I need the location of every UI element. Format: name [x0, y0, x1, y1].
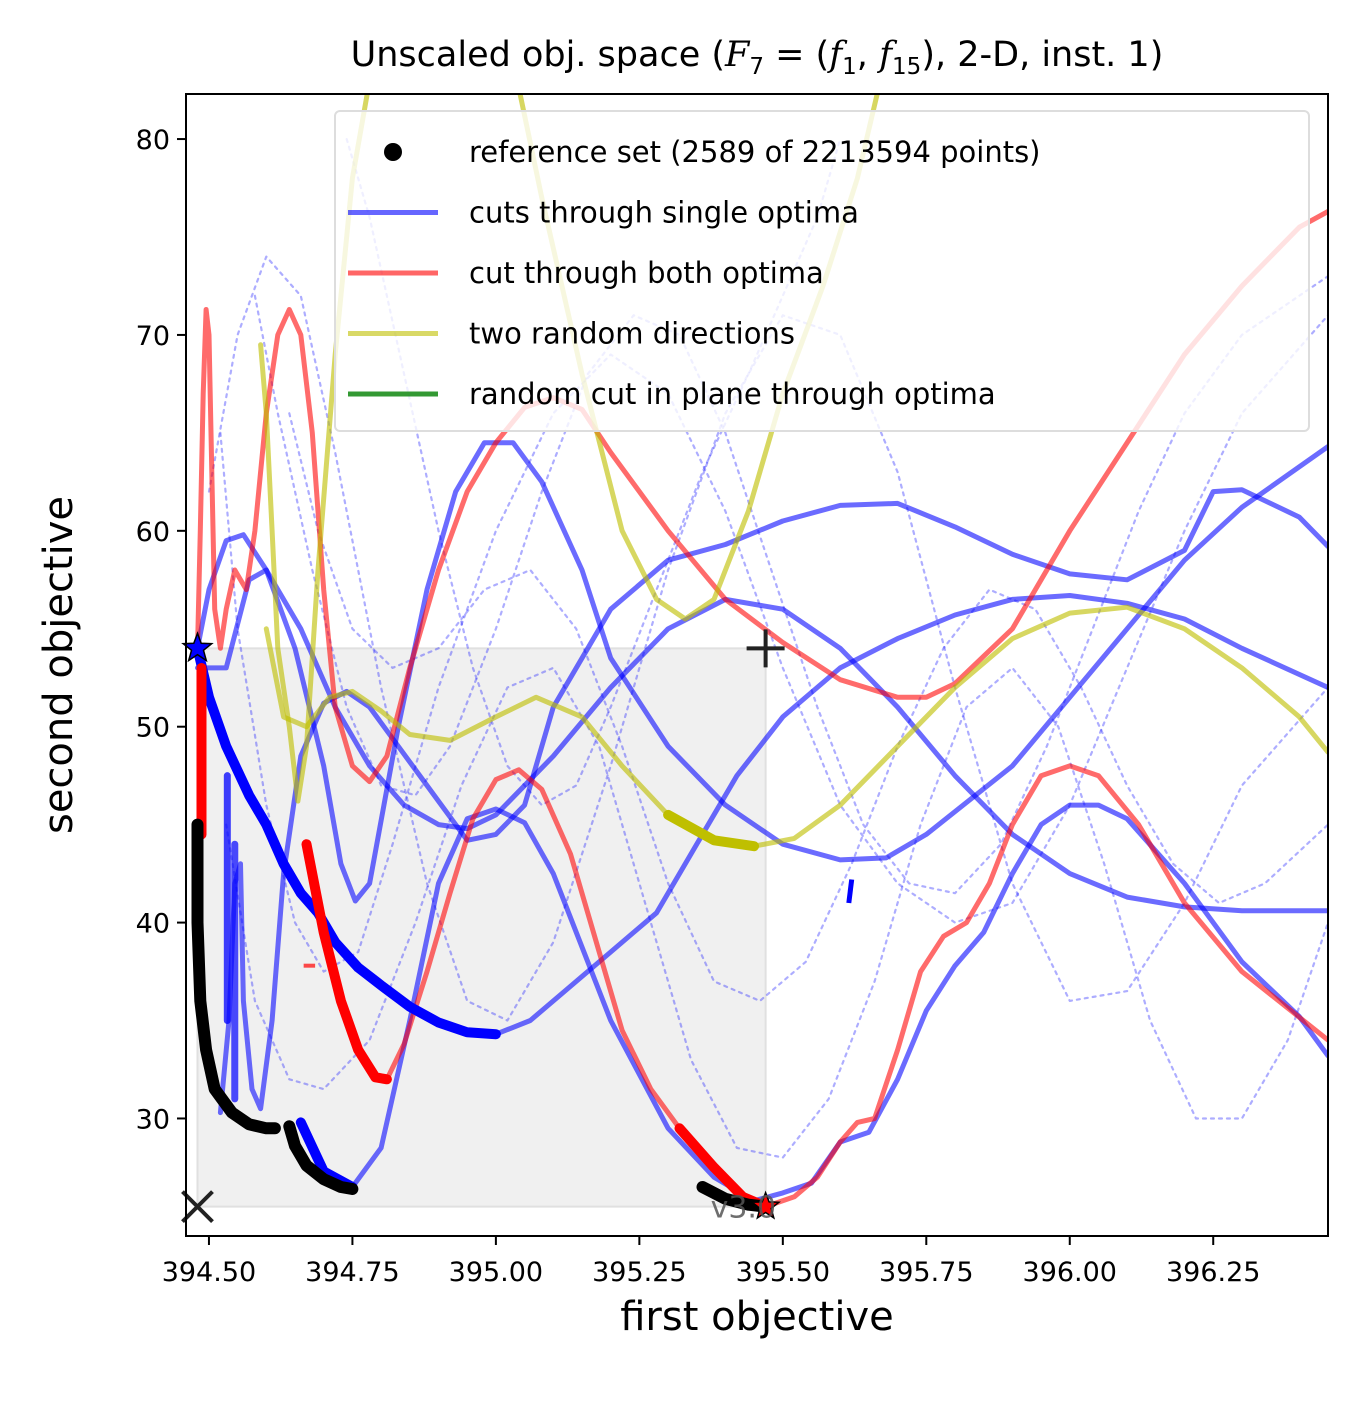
ideal-point-marker	[181, 1190, 214, 1224]
plot-area	[191, 94, 1328, 1213]
dotted-cut-line-2	[207, 255, 1328, 1022]
legend-label-1: reference set (2589 of 2213594 points)	[469, 135, 1041, 169]
x-axis-label: first objective	[620, 1294, 894, 1340]
dotted-cut-line-1	[219, 314, 1328, 973]
y-tick-label-2: 40	[136, 909, 170, 940]
plot-background	[196, 647, 767, 1208]
x-tick-label-3: 395.00	[449, 1257, 543, 1288]
both-optima-cut-line-1	[195, 209, 1328, 785]
x-tick-label-4: 395.25	[592, 1257, 686, 1288]
reference-set-segment-2	[283, 1120, 359, 1195]
plot-markers: v3.0	[181, 629, 785, 1226]
random-direction-front	[663, 809, 760, 852]
legend-label-5: random cut in plane through optima	[469, 377, 996, 411]
chart-title: Unscaled obj. space (F7 = (f1, f15), 2-D…	[351, 35, 1164, 80]
legend-marker-reference-set	[384, 143, 402, 161]
x-tick-label-1: 394.50	[162, 1257, 256, 1288]
y-axis: 30 40 50 60 70 80	[136, 125, 186, 1135]
single-optima-mark	[846, 879, 855, 904]
y-axis-label: second objective	[36, 496, 82, 834]
x-tick-label-7: 396.00	[1023, 1257, 1117, 1288]
legend-label-4: two random directions	[469, 317, 795, 351]
y-tick-label-5: 70	[136, 321, 170, 352]
x-tick-label-6: 395.75	[879, 1257, 973, 1288]
y-tick-label-3: 50	[136, 713, 170, 744]
dotted-cut-line-6	[288, 412, 1328, 1002]
dotted-cut-line-4	[253, 275, 1328, 895]
dotted-cut-line-3	[225, 666, 1328, 1159]
version-label: v3.0	[711, 1191, 776, 1226]
y-tick-label-1: 30	[136, 1104, 170, 1135]
x-tick-label-5: 395.50	[736, 1257, 830, 1288]
plot-frame	[185, 93, 1329, 1237]
x-tick-label-2: 394.75	[305, 1257, 399, 1288]
legend-box	[334, 110, 1310, 432]
legend-label-2: cuts through single optima	[469, 196, 859, 230]
x-axis: 394.50 394.75 395.00 395.25 395.50 395.75 396.…	[162, 1236, 1260, 1288]
nadir-point-marker	[746, 629, 785, 668]
y-tick-label-6: 80	[136, 125, 170, 156]
single-optima-cut-line-3	[217, 487, 1328, 1116]
both-optima-front	[301, 839, 392, 1085]
reference-set-segment-1	[191, 818, 281, 1135]
x-tick-label-8: 396.25	[1166, 1257, 1260, 1288]
legend: reference set (2589 of 2213594 points) cu…	[334, 110, 1310, 432]
legend-label-3: cut through both optima	[469, 256, 824, 290]
dominated-region	[196, 647, 767, 1208]
y-tick-label-4: 60	[136, 517, 170, 548]
optimum-2-star	[750, 1190, 781, 1220]
